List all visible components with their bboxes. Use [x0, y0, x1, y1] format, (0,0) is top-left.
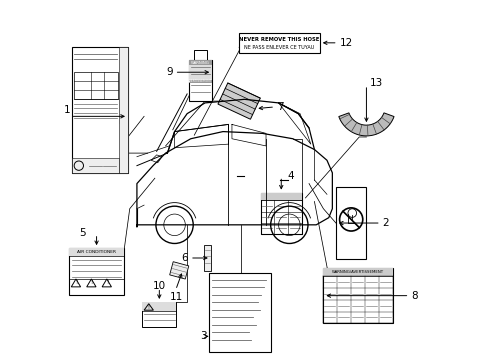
Text: 4: 4: [287, 171, 293, 181]
Bar: [208, 273, 271, 352]
Text: NE PASS ENLEVER CE TUYAU: NE PASS ENLEVER CE TUYAU: [244, 45, 314, 50]
Polygon shape: [218, 83, 260, 119]
Text: NEVER REMOVE THIS HOSE: NEVER REMOVE THIS HOSE: [239, 37, 319, 42]
Bar: [69, 248, 124, 256]
Text: AIR CONDITIONER: AIR CONDITIONER: [77, 250, 116, 254]
Text: !: !: [105, 280, 108, 285]
Text: AVERTISSEMENT: AVERTISSEMENT: [188, 79, 212, 83]
Bar: [204, 244, 210, 271]
Bar: [142, 302, 176, 311]
Polygon shape: [169, 262, 188, 279]
Bar: [188, 80, 212, 83]
Text: 3: 3: [200, 331, 206, 341]
Text: 12: 12: [339, 38, 352, 48]
Bar: [72, 47, 128, 173]
Bar: [188, 60, 212, 80]
Text: 6: 6: [181, 253, 188, 263]
Bar: [118, 47, 128, 173]
Text: 2: 2: [382, 218, 388, 228]
Polygon shape: [338, 113, 393, 136]
Text: 13: 13: [369, 78, 383, 88]
Bar: [142, 302, 176, 327]
Text: WARNING: WARNING: [191, 61, 209, 65]
Bar: [72, 158, 118, 173]
Text: WARNING/AVERTISSEMENT: WARNING/AVERTISSEMENT: [332, 270, 384, 274]
Bar: [188, 60, 212, 65]
Text: 1: 1: [64, 104, 70, 114]
Bar: [335, 187, 366, 259]
Bar: [323, 268, 392, 323]
Bar: [239, 33, 319, 53]
Text: 5: 5: [79, 228, 85, 238]
Bar: [260, 193, 301, 201]
Text: !: !: [90, 280, 92, 285]
Text: !: !: [147, 305, 149, 310]
Text: 10: 10: [152, 281, 165, 291]
Bar: [194, 50, 206, 60]
Text: 8: 8: [410, 291, 417, 301]
Text: 7: 7: [276, 102, 283, 112]
Bar: [323, 268, 392, 276]
Bar: [260, 193, 301, 234]
Bar: [74, 72, 118, 99]
Bar: [188, 60, 212, 101]
Text: 11: 11: [169, 292, 183, 302]
Bar: [69, 248, 124, 295]
Text: !: !: [75, 280, 77, 285]
Text: 9: 9: [166, 67, 172, 77]
